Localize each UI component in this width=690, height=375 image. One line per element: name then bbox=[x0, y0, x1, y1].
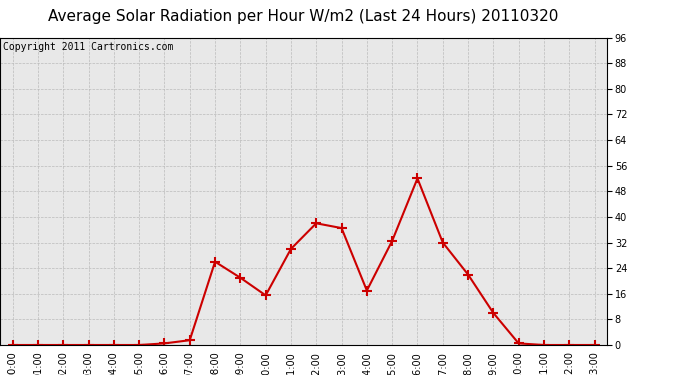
Text: Average Solar Radiation per Hour W/m2 (Last 24 Hours) 20110320: Average Solar Radiation per Hour W/m2 (L… bbox=[48, 9, 559, 24]
Text: Copyright 2011 Cartronics.com: Copyright 2011 Cartronics.com bbox=[3, 42, 173, 52]
